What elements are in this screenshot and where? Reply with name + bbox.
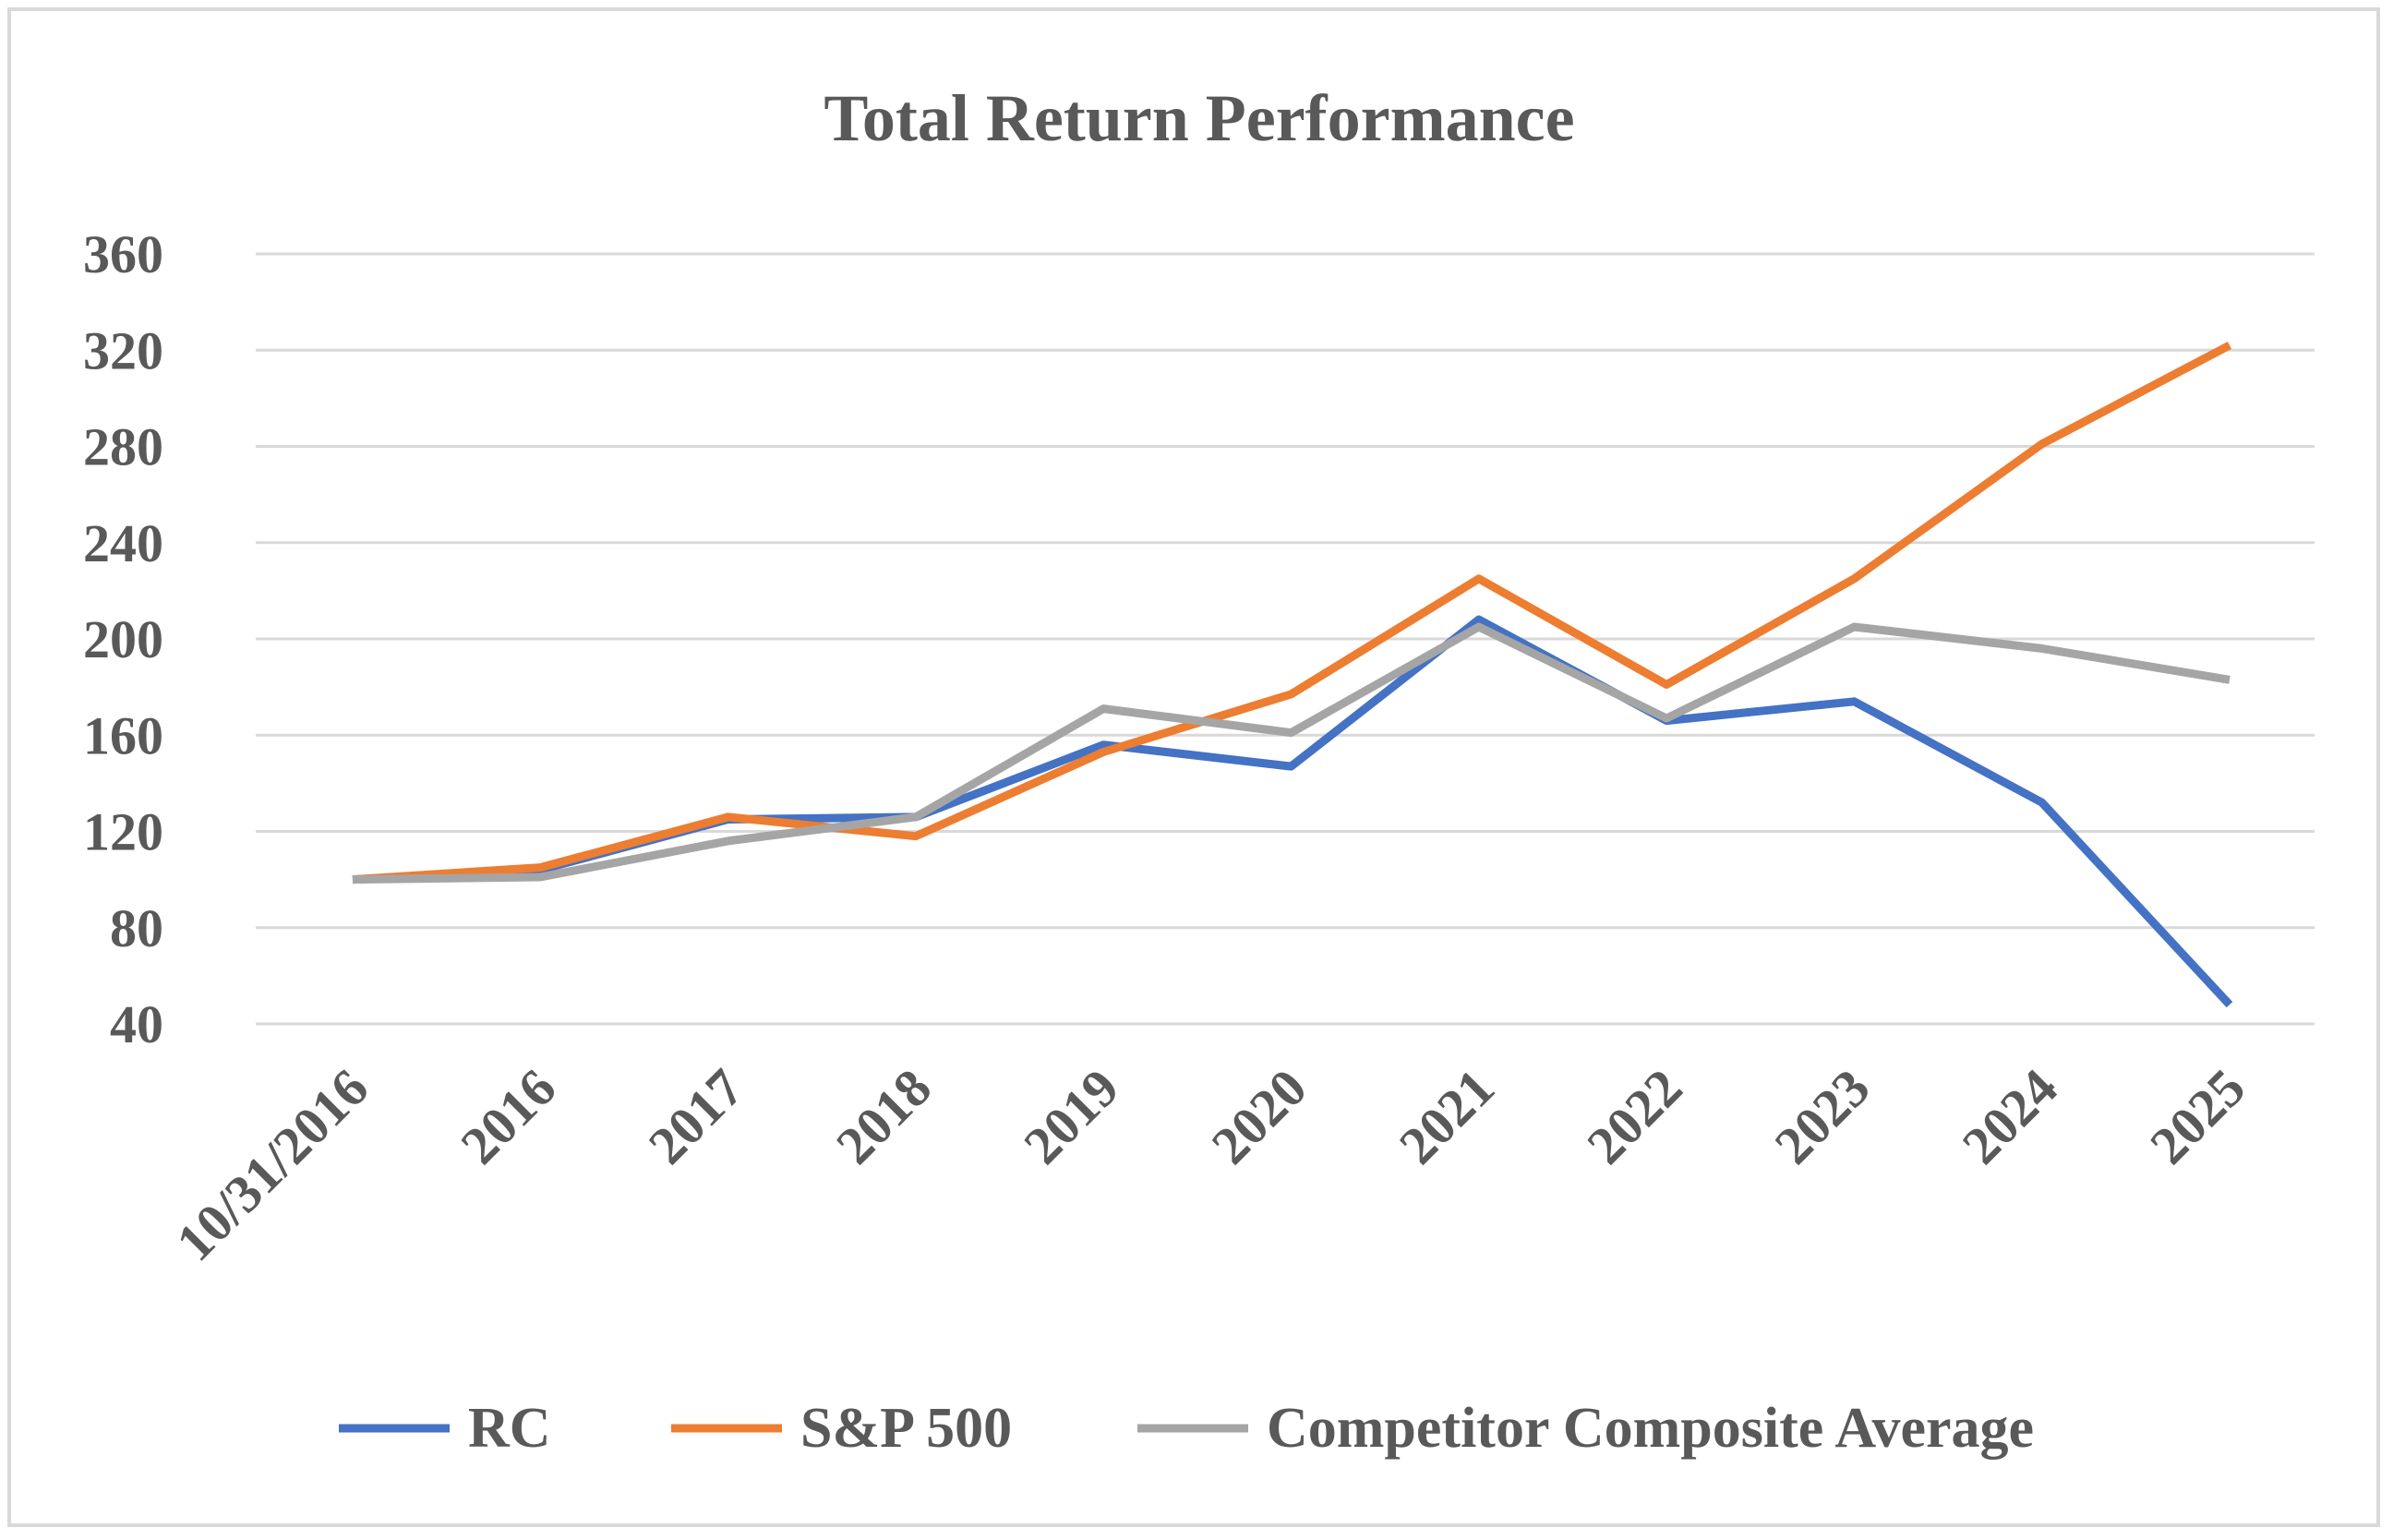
chart-frame: Total Return Performance 40 80 120 160 200 24… [7, 7, 2380, 1527]
x-tick-label: 2024 [1951, 1057, 2069, 1175]
y-tick-label: 160 [83, 705, 163, 765]
chart-title: Total Return Performance [824, 81, 1574, 155]
x-tick-label: 2023 [1763, 1057, 1882, 1175]
y-tick-label: 80 [110, 898, 163, 958]
y-axis-ticks: 40 80 120 160 200 240 280 320 360 [83, 224, 163, 1054]
x-axis-ticks: 10/31/2016 2016 2017 2018 2019 2020 2021 2022 20… [164, 1057, 2256, 1272]
x-tick-label: 2020 [1200, 1057, 1318, 1175]
series-layer [352, 342, 2233, 1008]
y-tick-label: 280 [83, 417, 163, 477]
y-tick-label: 40 [110, 994, 163, 1054]
x-tick-label: 2018 [824, 1057, 943, 1175]
y-tick-label: 200 [83, 609, 163, 669]
chart-svg: Total Return Performance 40 80 120 160 200 24… [83, 81, 2315, 1460]
legend-label: Competitor Composite Average [1267, 1397, 2034, 1460]
y-tick-label: 120 [83, 802, 163, 862]
legend: RC S&P 500 Competitor Composite Average [339, 1397, 2034, 1460]
y-tick-label: 320 [83, 320, 163, 380]
series-line-2 [352, 342, 2232, 884]
series-line-1 [352, 615, 2233, 1008]
grid-layer [256, 252, 2315, 1026]
x-tick-label: 2025 [2138, 1057, 2256, 1175]
x-tick-label: 2021 [1388, 1057, 1506, 1175]
series-line-3 [352, 622, 2231, 884]
y-tick-label: 360 [83, 224, 163, 284]
x-tick-label: 10/31/2016 [164, 1057, 379, 1272]
x-tick-label: 2017 [637, 1057, 755, 1175]
x-tick-label: 2022 [1575, 1057, 1693, 1175]
x-tick-label: 2016 [450, 1057, 568, 1175]
legend-label: RC [468, 1397, 551, 1460]
x-tick-label: 2019 [1012, 1057, 1130, 1175]
y-tick-label: 240 [83, 513, 163, 573]
legend-label: S&P 500 [800, 1397, 1012, 1460]
